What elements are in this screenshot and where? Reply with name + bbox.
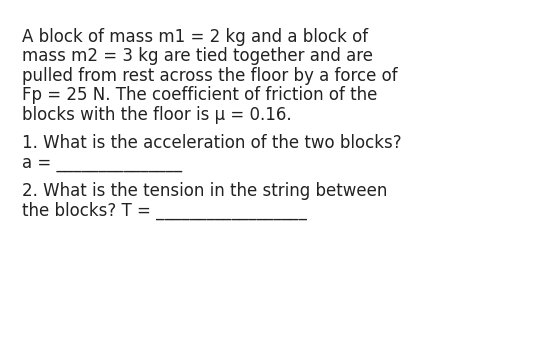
Text: a = _______________: a = _______________ xyxy=(22,154,182,172)
Text: pulled from rest across the floor by a force of: pulled from rest across the floor by a f… xyxy=(22,67,397,85)
Text: A block of mass m1 = 2 kg and a block of: A block of mass m1 = 2 kg and a block of xyxy=(22,28,368,46)
Text: 2. What is the tension in the string between: 2. What is the tension in the string bet… xyxy=(22,182,387,200)
Text: mass m2 = 3 kg are tied together and are: mass m2 = 3 kg are tied together and are xyxy=(22,47,373,65)
Text: 1. What is the acceleration of the two blocks?: 1. What is the acceleration of the two b… xyxy=(22,134,402,152)
Text: blocks with the floor is μ = 0.16.: blocks with the floor is μ = 0.16. xyxy=(22,106,292,124)
Text: Fp = 25 N. The coefficient of friction of the: Fp = 25 N. The coefficient of friction o… xyxy=(22,87,377,104)
Text: the blocks? T = __________________: the blocks? T = __________________ xyxy=(22,201,307,220)
